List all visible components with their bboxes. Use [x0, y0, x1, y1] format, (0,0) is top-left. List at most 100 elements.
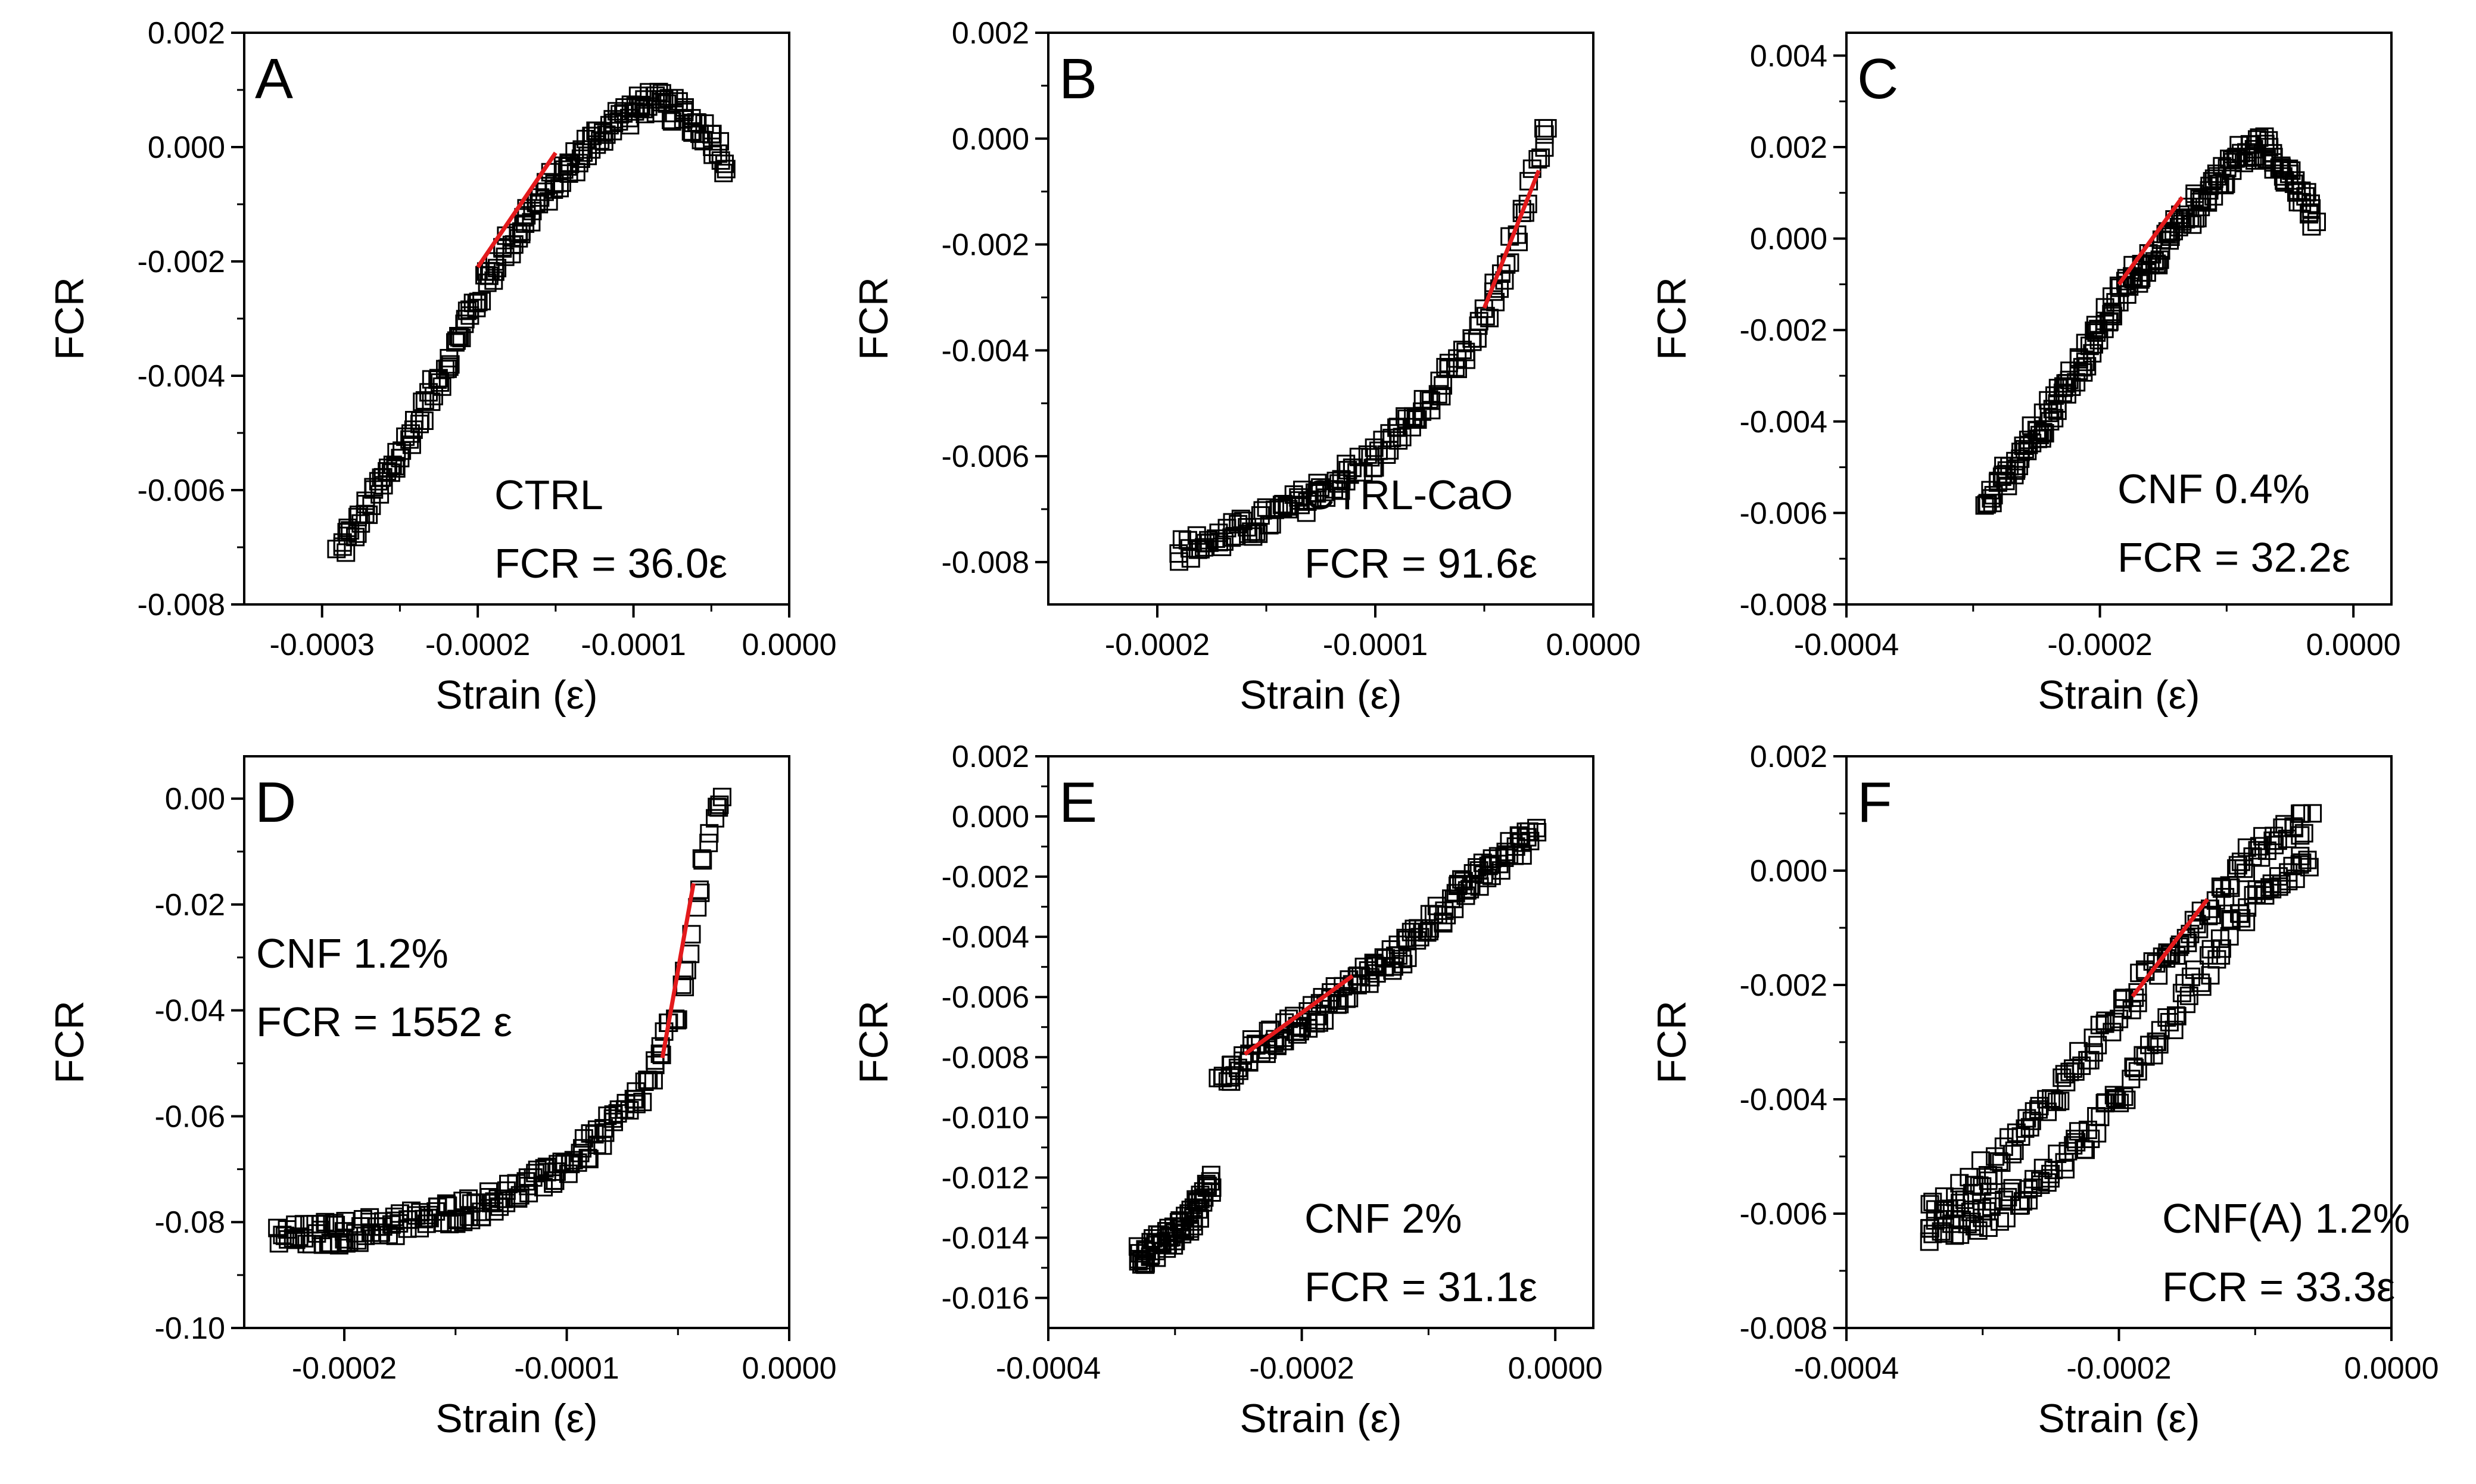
data-point: [2232, 909, 2251, 928]
data-point: [2286, 171, 2305, 190]
y-tick-label: 0.002: [952, 740, 1029, 774]
data-point: [2033, 423, 2053, 442]
data-point: [1531, 148, 1550, 167]
data-point: [690, 124, 709, 144]
data-point: [346, 528, 365, 547]
data-point: [1293, 481, 1312, 500]
data-point: [1244, 527, 1263, 546]
data-point: [646, 1051, 665, 1070]
data-point: [2293, 853, 2312, 872]
y-tick-label: -0.002: [942, 860, 1029, 894]
sample-label: CNF 2%: [1304, 1195, 1462, 1242]
y-tick-label: 0.002: [1750, 130, 1827, 165]
sample-label: CNF 0.4%: [2117, 466, 2310, 512]
y-tick-label: -0.006: [1740, 496, 1827, 531]
data-point: [1166, 1232, 1185, 1251]
data-point: [530, 195, 549, 214]
data-point: [2073, 358, 2092, 377]
data-point: [2117, 1090, 2136, 1109]
x-axis-title: Strain (ε): [2038, 1396, 2200, 1441]
data-point: [2221, 878, 2240, 897]
data-point: [2128, 983, 2147, 1002]
data-point: [2148, 1033, 2167, 1052]
chart-panel-d: -0.0002 -0.0001 0.0000 0.00 -0.02 -0.04 -0.06 -…: [47, 755, 837, 1441]
data-point: [1510, 827, 1530, 846]
data-point: [2144, 1046, 2163, 1065]
data-point: [2110, 1093, 2129, 1112]
data-point: [360, 1212, 379, 1232]
data-point: [627, 1095, 646, 1114]
x-tick-label: -0.0004: [996, 1351, 1101, 1386]
data-point: [559, 1164, 578, 1183]
chart-panel-f: -0.0004 -0.0002 0.0000 0.002 0.000 -0.002 -0.0…: [1649, 740, 2439, 1441]
x-tick-label: 0.0000: [1508, 1351, 1603, 1386]
data-point: [1435, 901, 1454, 920]
y-axis-title: FCR: [47, 277, 92, 360]
y-tick-label: -0.006: [942, 439, 1029, 474]
data-point: [485, 1192, 504, 1211]
data-point: [587, 135, 606, 154]
data-point: [2149, 255, 2168, 275]
data-point: [2125, 988, 2144, 1007]
data-point: [2090, 1015, 2109, 1034]
data-point: [1971, 1151, 1990, 1170]
data-point: [459, 1189, 478, 1208]
y-tick-label: -0.008: [1740, 588, 1827, 622]
data-point: [559, 153, 578, 172]
data-point: [452, 329, 471, 348]
data-point: [516, 214, 535, 233]
plot-frame: [1047, 32, 1594, 606]
data-point: [2294, 824, 2313, 843]
data-point: [2038, 1102, 2057, 1121]
data-point: [1305, 483, 1324, 502]
data-point: [485, 262, 504, 281]
data-point: [2056, 374, 2075, 393]
data-point: [699, 834, 718, 853]
data-point: [2074, 363, 2093, 382]
chart-panel-e: -0.0004 -0.0002 0.0000 0.002 0.000 -0.002 -0.0…: [851, 740, 1603, 1441]
data-point: [1228, 1058, 1247, 1077]
y-axis-title: FCR: [47, 1000, 92, 1084]
data-point: [459, 1207, 478, 1226]
fcr-equation: FCR = 31.1ε: [1304, 1264, 1537, 1310]
plot-frame: [1845, 32, 2393, 606]
data-point: [2015, 439, 2034, 459]
y-tick-label: -0.014: [942, 1221, 1029, 1255]
data-point: [2014, 1192, 2033, 1211]
chart-panel-c: -0.0004 -0.0002 0.0000 0.004 0.002 0.000 -0.00…: [1649, 32, 2401, 718]
data-point: [2114, 1087, 2134, 1106]
data-point: [640, 83, 659, 102]
data-point: [522, 213, 541, 232]
chart-panel-b: -0.0002 -0.0001 0.0000 0.002 0.000 -0.002 -0.0…: [851, 16, 1641, 718]
plot-frame: [1047, 755, 1594, 1329]
y-axis-title: FCR: [851, 277, 896, 360]
data-point: [2166, 1006, 2185, 1025]
x-axis-title: Strain (ε): [435, 1396, 597, 1441]
data-point: [2243, 148, 2262, 167]
data-point: [1977, 495, 1996, 514]
fcr-equation: FCR = 1552 ε: [256, 999, 512, 1045]
plot-frame: [243, 32, 790, 606]
x-axis-title: Strain (ε): [2038, 672, 2200, 718]
x-tick-label: 0.0000: [1546, 628, 1640, 662]
data-point: [1330, 994, 1349, 1014]
data-point: [2250, 128, 2269, 147]
data-point: [1973, 1199, 1992, 1218]
x-tick-label: -0.0002: [1105, 628, 1210, 662]
data-point: [2291, 846, 2310, 865]
panel-letter: F: [1857, 771, 1892, 834]
data-point: [415, 411, 434, 431]
data-point: [2302, 199, 2321, 218]
data-point: [284, 1229, 303, 1248]
y-tick-label: 0.002: [952, 16, 1029, 51]
data-point: [2122, 1000, 2141, 1020]
y-tick-label: 0.000: [952, 122, 1029, 157]
data-point: [545, 174, 564, 194]
y-tick-label: -0.016: [942, 1281, 1029, 1315]
data-point: [598, 1106, 617, 1126]
data-point: [2007, 461, 2026, 480]
fit-line: [660, 883, 696, 1059]
y-tick-label: 0.002: [1750, 740, 1827, 774]
data-point: [1958, 1214, 1977, 1233]
x-tick-label: -0.0002: [2066, 1351, 2171, 1386]
